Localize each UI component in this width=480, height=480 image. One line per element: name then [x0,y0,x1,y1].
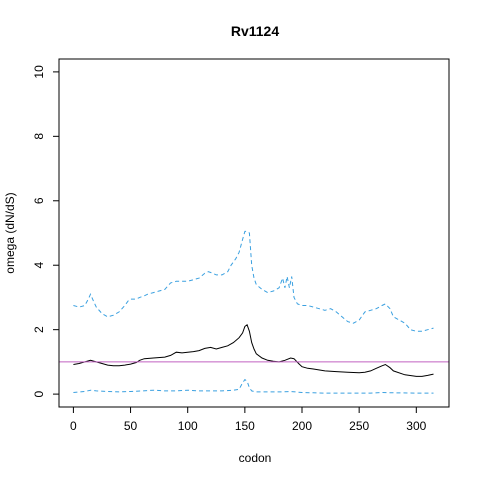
x-tick-label: 300 [406,419,426,433]
y-tick-label: 8 [32,133,46,140]
y-tick-label: 4 [32,262,46,269]
x-tick-label: 250 [349,419,369,433]
x-axis-label: codon [239,451,272,465]
chart-title: Rv1124 [231,23,279,39]
series-line-upper [73,230,434,332]
x-tick-label: 0 [70,419,77,433]
series-line-mean [73,324,434,377]
x-tick-label: 100 [178,419,198,433]
y-tick-label: 6 [32,197,46,204]
y-axis-label: omega (dN/dS) [3,192,17,273]
plot-area [59,230,449,394]
series-line-lower [73,378,434,394]
y-tick-label: 2 [32,326,46,333]
y-tick-label: 0 [32,390,46,397]
x-tick-label: 50 [124,419,138,433]
x-tick-label: 150 [235,419,255,433]
x-tick-label: 200 [292,419,312,433]
axes: 0 50 100 150 200 250 300 0 2 4 6 8 10 [32,58,450,433]
plot-frame [58,58,450,408]
y-tick-label: 10 [32,65,46,79]
